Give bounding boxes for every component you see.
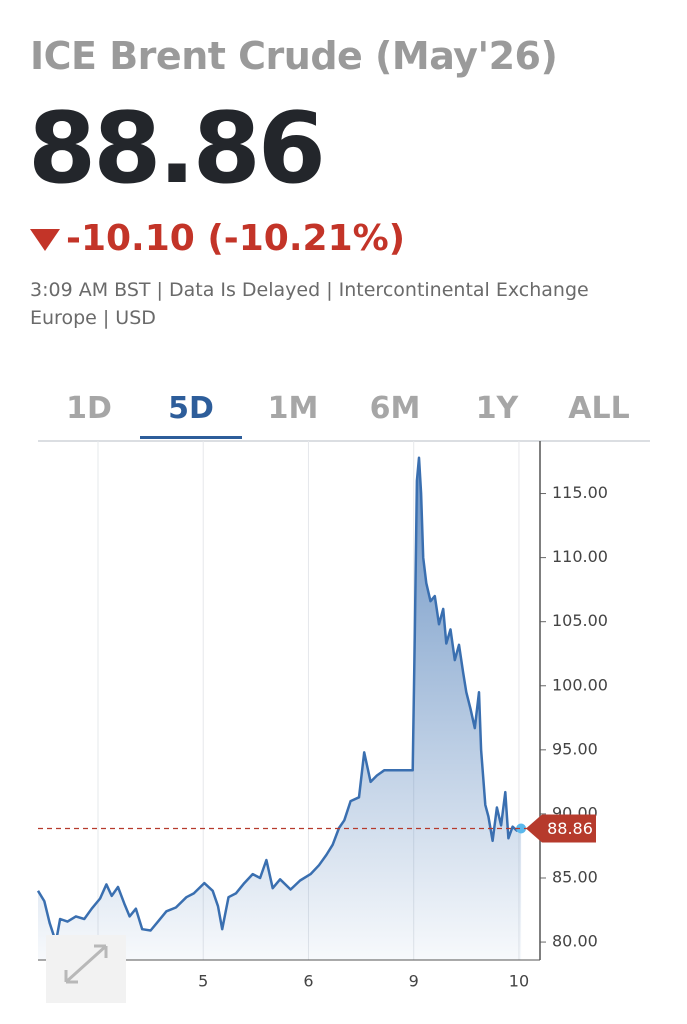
price: 88.86 — [28, 92, 326, 206]
range-tabs: 1D 5D 1M 6M 1Y ALL — [38, 385, 650, 439]
price-marker — [526, 814, 596, 843]
meta-info: 3:09 AM BST | Data Is Delayed | Intercon… — [30, 279, 589, 329]
y-tick-label: 85.00 — [552, 867, 598, 886]
y-tick-label: 115.00 — [552, 483, 608, 502]
y-tick-label: 110.00 — [552, 547, 608, 566]
y-tick-label: 100.00 — [552, 675, 608, 694]
price-marker-label: 88.86 — [547, 819, 593, 838]
expand-button[interactable] — [46, 935, 126, 1003]
range-tab[interactable]: 1Y — [475, 391, 519, 426]
down-arrow-icon — [30, 228, 60, 251]
x-tick-label: 9 — [409, 972, 419, 991]
range-tab[interactable]: 6M — [369, 391, 421, 426]
price-line — [36, 456, 522, 944]
y-tick-label: 105.00 — [552, 611, 608, 630]
expand-bg[interactable] — [46, 935, 126, 1003]
y-tick-label: 80.00 — [552, 932, 598, 951]
instrument-title: ICE Brent Crude (May'26) — [30, 34, 558, 78]
y-tick-label: 95.00 — [552, 739, 598, 758]
range-tab[interactable]: ALL — [568, 391, 630, 426]
range-tab[interactable]: 1D — [66, 391, 112, 426]
change: -10.10 (-10.21%) — [30, 218, 405, 259]
x-tick-label: 10 — [509, 972, 529, 991]
x-tick-label: 5 — [198, 972, 208, 991]
expand-icon[interactable] — [64, 944, 108, 984]
range-tab[interactable]: 1M — [267, 391, 319, 426]
change-text: -10.10 (-10.21%) — [66, 218, 406, 259]
price-area — [38, 457, 522, 960]
last-point — [516, 823, 527, 834]
range-tab[interactable]: 5D — [140, 385, 242, 439]
x-tick-label: 6 — [303, 972, 313, 991]
chart: 45691080.0085.0090.0095.00100.00105.0011… — [36, 440, 650, 1003]
